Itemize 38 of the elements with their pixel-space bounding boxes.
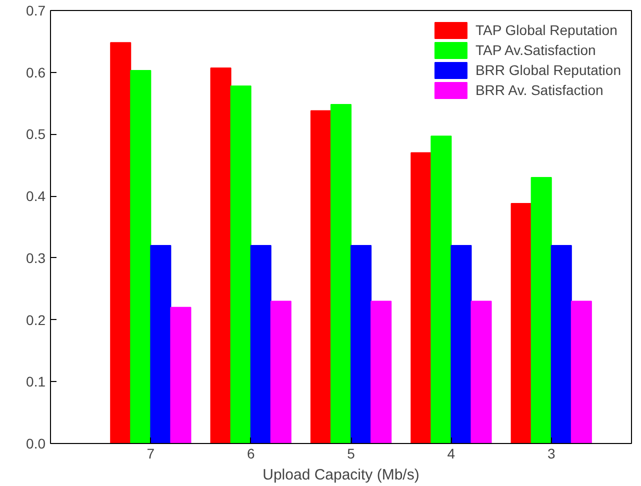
bar bbox=[250, 245, 272, 444]
bar bbox=[350, 245, 372, 444]
x-tick-label: 5 bbox=[347, 446, 356, 462]
bar bbox=[510, 202, 532, 444]
bar bbox=[470, 300, 492, 444]
bar bbox=[410, 152, 432, 444]
bar bbox=[550, 245, 572, 444]
y-tick-label: 0.4 bbox=[26, 188, 46, 204]
y-tick-label: 0.2 bbox=[26, 312, 46, 328]
bar bbox=[110, 42, 132, 444]
y-tick-label: 0.5 bbox=[26, 126, 46, 142]
legend-label: TAP Av.Satisfaction bbox=[475, 42, 596, 58]
x-tick-label: 7 bbox=[146, 446, 155, 462]
y-tick-label: 0.7 bbox=[26, 2, 46, 18]
legend-label: BRR Av. Satisfaction bbox=[475, 82, 604, 98]
bar bbox=[130, 70, 152, 444]
x-tick-label: 4 bbox=[447, 446, 456, 462]
legend-label: TAP Global Reputation bbox=[475, 22, 618, 38]
bar bbox=[570, 300, 592, 444]
bar bbox=[330, 104, 352, 444]
legend-label: BRR Global Reputation bbox=[475, 62, 621, 78]
bar bbox=[530, 177, 552, 444]
x-tick-label: 6 bbox=[246, 446, 255, 462]
y-tick-label: 0.0 bbox=[26, 436, 46, 452]
bar bbox=[270, 300, 292, 444]
bar bbox=[310, 110, 332, 444]
x-axis-title: Upload Capacity (Mb/s) bbox=[262, 466, 420, 484]
bar bbox=[370, 300, 392, 444]
bar bbox=[210, 68, 232, 444]
y-tick-label: 0.1 bbox=[26, 374, 46, 390]
y-tick-label: 0.6 bbox=[26, 64, 46, 80]
bar bbox=[150, 245, 172, 444]
bar bbox=[450, 245, 472, 444]
bar bbox=[430, 136, 452, 444]
bar bbox=[230, 85, 252, 444]
y-tick-label: 0.3 bbox=[26, 250, 46, 266]
bar bbox=[170, 306, 192, 444]
x-tick-label: 3 bbox=[547, 446, 556, 462]
